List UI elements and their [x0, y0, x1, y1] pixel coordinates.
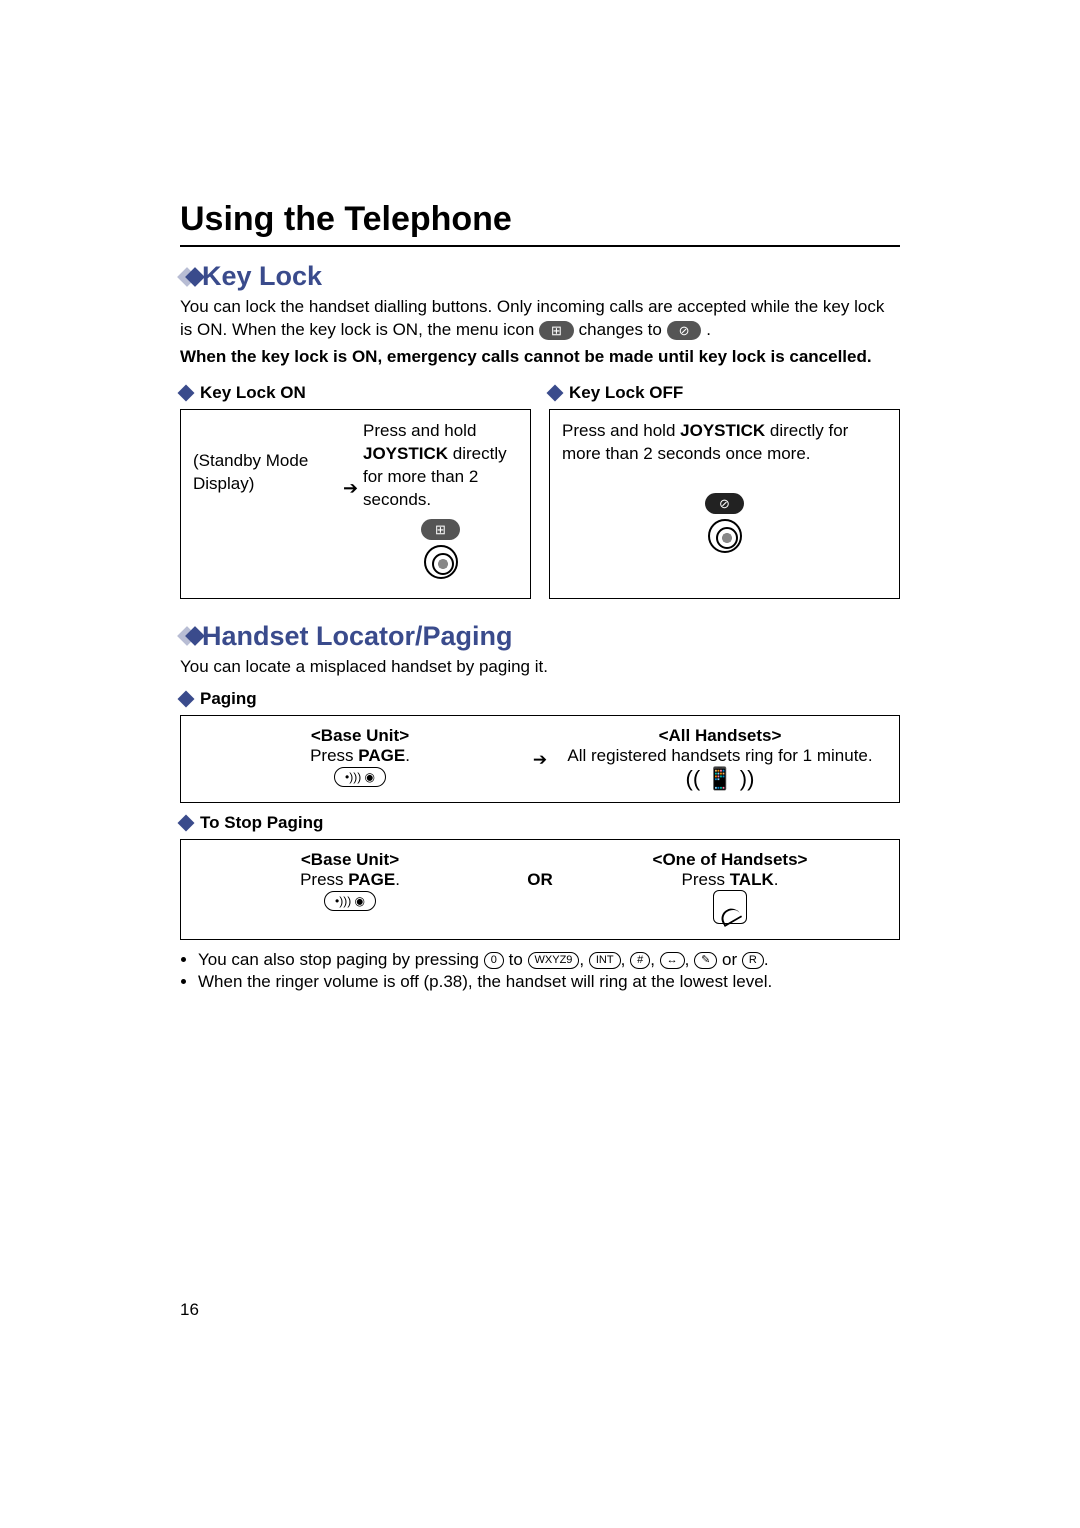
keylock-intro-part1: You can lock the handset dialling button…: [180, 297, 884, 339]
keylock-off-box: Press and hold JOYSTICK directly for mor…: [549, 409, 900, 599]
all-handsets-text: All registered handsets ring for 1 minut…: [555, 746, 885, 766]
press-word: Press: [300, 870, 348, 889]
joystick-word: JOYSTICK: [680, 421, 765, 440]
comma: ,: [579, 950, 588, 969]
arrow-right-icon: ➔: [525, 726, 555, 792]
section-paging-heading: Handset Locator/Paging: [180, 621, 900, 652]
keylock-heading-text: Key Lock: [202, 261, 322, 292]
or-word: or: [722, 950, 742, 969]
menu-grid-icon: ⊞: [421, 519, 460, 541]
talk-word: TALK: [730, 870, 774, 889]
notes-list: You can also stop paging by pressing 0 t…: [180, 950, 900, 992]
button-hash-icon: #: [630, 952, 650, 969]
stop-paging-text: To Stop Paging: [200, 813, 323, 833]
joystick-icon: [424, 545, 458, 579]
standby-mode-label: (Standby Mode Display): [193, 420, 343, 496]
joystick-icon: [708, 519, 742, 553]
keylock-on-label: Key Lock ON: [180, 383, 531, 403]
button-arrow-icon: ↔: [660, 952, 685, 969]
comma: ,: [621, 950, 630, 969]
period: .: [395, 870, 400, 889]
to-word: to: [509, 950, 528, 969]
diamond-icon: [178, 384, 195, 401]
keylock-intro: You can lock the handset dialling button…: [180, 296, 900, 342]
period: .: [774, 870, 779, 889]
note-1: You can also stop paging by pressing 0 t…: [198, 950, 900, 970]
title-rule: [180, 245, 900, 247]
all-handsets-label: <All Handsets>: [555, 726, 885, 746]
page-title: Using the Telephone: [180, 200, 900, 239]
keylock-on-box: (Standby Mode Display) ➔ Press and hold …: [180, 409, 531, 599]
key-off-icon: ⊘: [667, 321, 702, 341]
keylock-intro-mid: changes to: [579, 320, 667, 339]
comma: ,: [650, 950, 659, 969]
press-word: Press: [310, 746, 358, 765]
keylock-on-instr1: Press and hold: [363, 421, 476, 440]
period: .: [405, 746, 410, 765]
base-unit-label: <Base Unit>: [195, 726, 525, 746]
diamond-icon: [178, 814, 195, 831]
diamond-icon: [547, 384, 564, 401]
button-book-icon: ✎: [694, 952, 717, 969]
paging-heading-text: Handset Locator/Paging: [202, 621, 513, 652]
paging-sublabel: Paging: [180, 689, 900, 709]
page-number: 16: [180, 1300, 199, 1320]
page-word: PAGE: [348, 870, 395, 889]
keylock-warning: When the key lock is ON, emergency calls…: [180, 346, 900, 369]
section-keylock-heading: Key Lock: [180, 261, 900, 292]
page-button-icon: •))) ◉: [324, 891, 376, 911]
note1-post: .: [764, 950, 769, 969]
button-0-icon: 0: [484, 952, 504, 969]
comma: ,: [685, 950, 694, 969]
keylock-off-text: Key Lock OFF: [569, 383, 683, 403]
talk-button-icon: [713, 890, 747, 924]
keylock-off-instr1: Press and hold: [562, 421, 680, 440]
diamond-icon: [178, 690, 195, 707]
base-unit-label: <Base Unit>: [195, 850, 505, 870]
paging-intro: You can locate a misplaced handset by pa…: [180, 656, 900, 679]
keylock-off-label: Key Lock OFF: [549, 383, 900, 403]
keylock-intro-end: .: [706, 320, 711, 339]
button-9-icon: WXYZ9: [528, 952, 580, 969]
handset-ringing-icon: (( 📱 )): [686, 766, 755, 792]
page-word: PAGE: [358, 746, 405, 765]
button-r-icon: R: [742, 952, 764, 969]
key-off-icon: ⊘: [705, 493, 744, 515]
note-2: When the ringer volume is off (p.38), th…: [198, 972, 900, 992]
stop-paging-box: <Base Unit> Press PAGE. •))) ◉ OR <One o…: [180, 839, 900, 940]
one-handsets-label: <One of Handsets>: [575, 850, 885, 870]
arrow-right-icon: ➔: [343, 420, 363, 500]
press-word: Press: [682, 870, 730, 889]
button-int-icon: INT: [589, 952, 621, 969]
stop-paging-sublabel: To Stop Paging: [180, 813, 900, 833]
note1-pre: You can also stop paging by pressing: [198, 950, 484, 969]
paging-box: <Base Unit> Press PAGE. •))) ◉ ➔ <All Ha…: [180, 715, 900, 803]
menu-grid-icon: ⊞: [539, 321, 574, 341]
page-button-icon: •))) ◉: [334, 767, 386, 787]
or-word: OR: [505, 850, 575, 890]
joystick-word: JOYSTICK: [363, 444, 448, 463]
paging-sub-text: Paging: [200, 689, 257, 709]
keylock-on-text: Key Lock ON: [200, 383, 306, 403]
